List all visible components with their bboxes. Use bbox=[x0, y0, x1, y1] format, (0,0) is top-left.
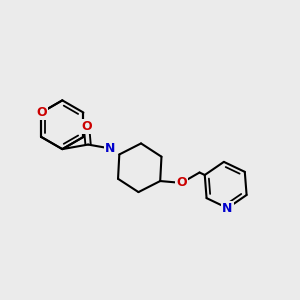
Text: O: O bbox=[81, 120, 92, 133]
Text: N: N bbox=[105, 142, 115, 155]
Text: N: N bbox=[222, 202, 233, 214]
Text: O: O bbox=[176, 176, 187, 189]
Text: O: O bbox=[36, 106, 46, 119]
